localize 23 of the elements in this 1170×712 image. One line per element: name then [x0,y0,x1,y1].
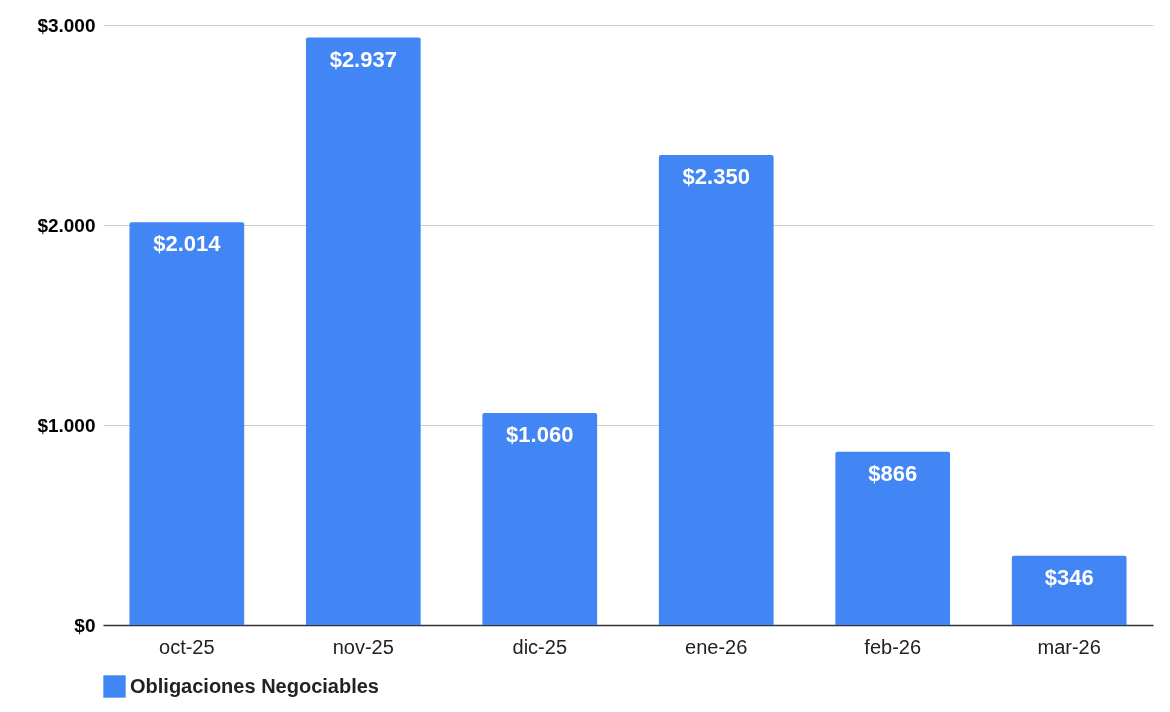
bar [658,155,774,625]
x-tick-label: oct-25 [159,635,215,658]
y-tick-label: $1.000 [37,414,96,436]
x-tick-label: ene-26 [685,635,748,658]
data-label: $866 [868,460,918,486]
y-tick-label: $3.000 [37,14,96,36]
legend-label: Obligaciones Negociables [130,674,379,697]
data-label: $2.937 [329,46,397,72]
y-tick-label: $0 [74,614,96,636]
x-tick-label: nov-25 [332,635,394,658]
data-label: $346 [1044,564,1094,590]
bar [129,222,245,625]
bar [305,37,421,625]
x-tick-label: feb-26 [864,635,922,658]
bar [835,451,951,625]
data-label: $2.350 [682,164,750,189]
y-tick-label: $2.000 [37,214,96,236]
data-label: $1.060 [506,422,574,447]
data-label: $2.014 [153,231,222,257]
x-tick-label: mar-26 [1037,635,1101,658]
bar [482,413,598,625]
bar [1011,555,1127,625]
x-tick-label: dic-25 [512,635,568,658]
